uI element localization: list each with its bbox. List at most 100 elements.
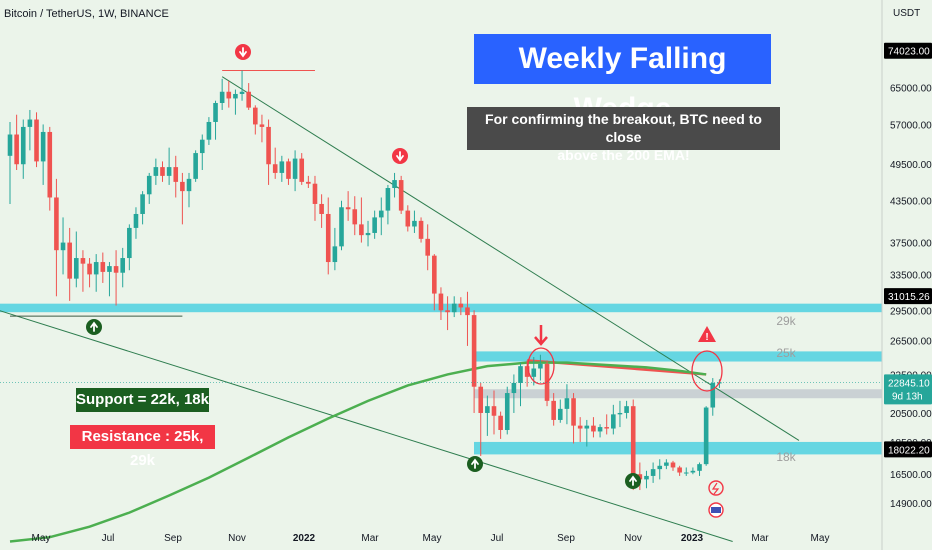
candle [405,205,411,232]
zone-label-29k: 29k [776,314,796,328]
candle [67,227,72,301]
candle [47,126,53,211]
candle-body [478,386,484,413]
arrow-down-icon [239,47,247,58]
zone-18k [474,441,882,455]
breakout-note-line-2: above the 200 EMA! [557,147,690,163]
candle [637,462,643,491]
candle [677,465,682,476]
candle-body [80,258,86,264]
x-tick-label: Jul [491,533,504,544]
breakout-circle [691,350,723,392]
buy-signal-low [467,456,483,472]
last-price: 22845.10 [888,378,930,389]
candle [20,119,26,179]
candle-body [286,161,291,179]
candle [418,217,424,243]
price-tag-31015.26: 31015.26 [888,292,930,303]
candle-body [451,303,457,313]
candle-body [703,407,709,465]
candle [365,220,371,247]
candle-body [425,238,430,256]
flag-stripe [711,507,721,513]
ema-200-line [9,361,707,543]
flash-icon [708,480,724,496]
candle-body [246,91,251,108]
candle-body [432,255,437,294]
buy-signal-support [86,319,102,335]
candle-body [365,232,371,236]
candle-body [531,368,537,377]
arrow-up-icon [629,475,637,486]
candle-body [591,425,596,432]
candle-body [100,262,106,272]
candle [425,224,430,271]
zone-label-18k: 18k [776,450,796,464]
candle-body [710,382,716,408]
candle [173,155,179,198]
zone-25k [474,351,882,362]
candle-body [690,470,696,473]
candle-body [259,124,265,127]
x-tick-label: 2023 [681,533,704,544]
candle-body [664,462,669,466]
candle-body [504,393,510,430]
candle [378,197,384,236]
candle [180,172,185,225]
y-tick-label: 49500.00 [890,160,932,171]
candle-body [213,102,218,122]
candle [511,374,517,413]
candle [166,147,172,185]
candle [710,378,716,416]
candle-body [624,406,629,413]
candle-body [438,293,444,311]
candle [591,417,596,438]
candle-body [332,246,338,263]
candle [93,254,99,292]
price-tag-bg [884,288,932,305]
candle-body [644,475,649,480]
x-tick-label: 2022 [293,533,316,544]
sell-signal-ath [235,44,251,60]
x-tick-label: Jul [102,533,115,544]
candle [392,172,397,198]
candle [339,200,344,251]
candle-body [577,425,583,429]
candle-body [683,472,689,474]
candle [7,121,13,204]
candle-body [557,408,563,420]
candle-body [538,363,543,369]
candle [451,296,457,318]
x-tick-label: May [32,533,51,544]
x-tick-label: Sep [164,533,182,544]
candle [186,172,192,208]
candle-body [319,203,324,214]
candle [292,150,298,192]
candle-body [325,213,331,263]
candle-body [584,425,590,429]
ema-200 [9,361,707,543]
candle-body [571,398,576,426]
candle-body [611,414,616,429]
candle [664,459,669,470]
candle-body [637,474,643,480]
y-tick-label: 29500.00 [890,306,932,317]
candle-body [670,462,676,468]
candle [690,467,696,475]
zone-22k [474,389,882,399]
candle-body [173,167,179,182]
candle [564,384,570,425]
time-axis[interactable]: May Jul Sep Nov 2022 Mar May Jul Sep Nov 2023 Mar Ma… [32,533,830,544]
candle [312,175,318,221]
candle-body [359,224,364,236]
candle-body [677,467,682,473]
candle [683,467,689,476]
candle-body [74,258,79,279]
chart-title: Weekly Falling Wedge [474,34,771,125]
breakout-note-line-1: For confirming the breakout, BTC need to… [485,111,762,145]
y-tick-label: 20500.00 [890,409,932,420]
x-tick-label: May [811,533,830,544]
candle-body [206,121,212,140]
